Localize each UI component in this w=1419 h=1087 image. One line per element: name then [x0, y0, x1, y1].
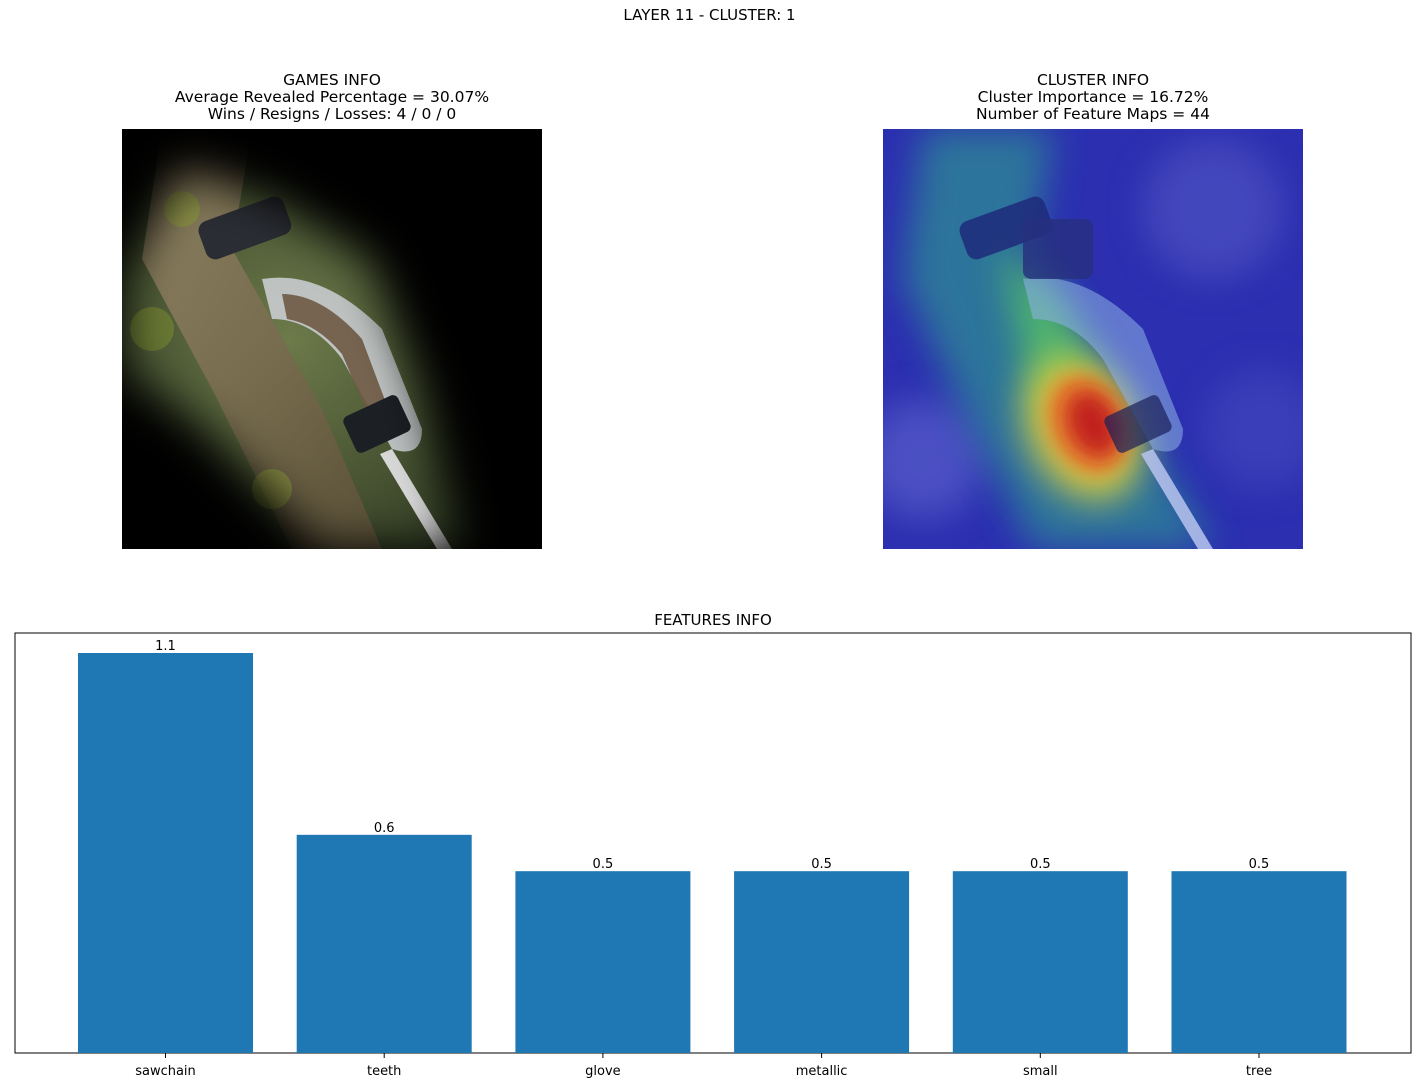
x-tick-label-teeth: teeth [367, 1064, 401, 1079]
cluster-info-title: CLUSTER INFO [1036, 71, 1150, 89]
cluster-info-importance: Cluster Importance = 16.72% [977, 88, 1209, 106]
cluster-info-title-block: CLUSTER INFO Cluster Importance = 16.72%… [843, 72, 1343, 123]
bar-tree [1171, 871, 1347, 1053]
bar-metallic [734, 871, 910, 1053]
bars-layer: 1.1 sawchain 0.6 teeth 0.5 glove 0.5 metallic 0.… [78, 639, 1347, 1079]
masked-revealed-image [122, 129, 542, 549]
bar-value-label-teeth: 0.6 [374, 821, 395, 836]
bar-small [952, 871, 1128, 1053]
games-info-title: GAMES INFO [283, 71, 381, 89]
figure-suptitle: LAYER 11 - CLUSTER: 1 [623, 6, 796, 24]
games-info-wins-resigns-losses: Wins / Resigns / Losses: 4 / 0 / 0 [207, 105, 457, 123]
plot-frame [14, 632, 1412, 1054]
x-tick-label-small: small [1023, 1064, 1058, 1079]
x-tick-label-metallic: metallic [796, 1064, 848, 1079]
games-info-title-block: GAMES INFO Average Revealed Percentage =… [82, 72, 582, 123]
x-tick-label-sawchain: sawchain [135, 1064, 196, 1079]
bar-value-label-small: 0.5 [1030, 857, 1051, 872]
bar-sawchain [78, 653, 253, 1053]
x-tick-label-glove: glove [585, 1064, 621, 1079]
x-tick-label-tree: tree [1246, 1064, 1272, 1079]
bar-value-label-glove: 0.5 [593, 857, 614, 872]
cluster-info-feature-maps: Number of Feature Maps = 44 [976, 105, 1210, 123]
bar-value-label-sawchain: 1.1 [155, 639, 176, 654]
games-info-revealed-percentage: Average Revealed Percentage = 30.07% [174, 88, 490, 106]
features-info-title: FEATURES INFO [654, 611, 772, 629]
bar-teeth [296, 834, 472, 1053]
bar-value-label-metallic: 0.5 [811, 857, 832, 872]
bar-value-label-tree: 0.5 [1249, 857, 1270, 872]
cluster-heatmap-image [883, 129, 1303, 549]
bar-glove [515, 871, 691, 1053]
